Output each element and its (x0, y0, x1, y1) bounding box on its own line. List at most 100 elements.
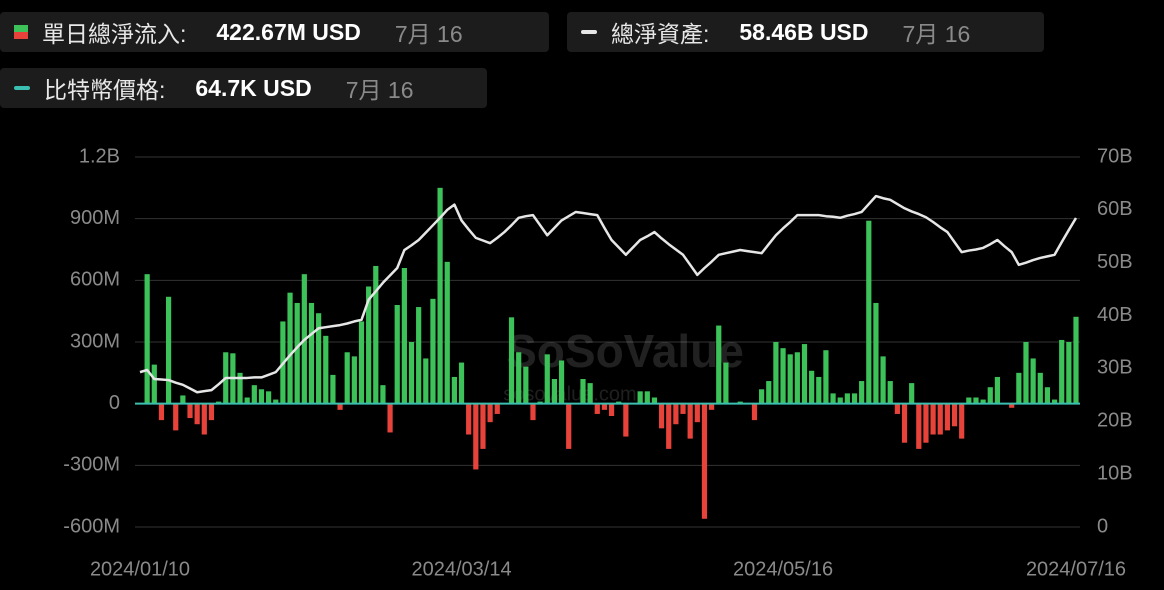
bar (480, 403, 486, 449)
bar (387, 403, 393, 433)
y2-tick-label: 40B (1097, 304, 1133, 326)
bar (523, 366, 529, 404)
bar (880, 356, 886, 404)
bar (215, 401, 222, 404)
x-tick-label: 2024/03/14 (411, 558, 511, 580)
bar (258, 389, 265, 404)
bar (623, 403, 629, 437)
bar (494, 403, 500, 414)
bar (909, 383, 915, 404)
bar (323, 335, 329, 404)
bar (794, 352, 800, 404)
legend-value: 64.7K USD (195, 74, 312, 101)
bar (358, 321, 365, 404)
bar (673, 403, 679, 425)
legend-icon (14, 86, 30, 90)
bar (416, 307, 422, 404)
bar (751, 403, 758, 421)
bar (165, 296, 172, 404)
bar (637, 391, 643, 404)
bar (1051, 399, 1058, 404)
bar (266, 391, 272, 404)
x-tick-label: 2024/01/10 (90, 558, 190, 580)
bar (966, 397, 972, 404)
watermark: SoSoValue (506, 325, 744, 377)
bar (1037, 372, 1043, 404)
bar (916, 403, 922, 449)
bar (601, 403, 608, 410)
bar (544, 354, 550, 404)
bar (780, 348, 786, 404)
bar (194, 403, 200, 425)
legend-date: 7月 16 (345, 77, 414, 103)
bar (930, 403, 936, 435)
bar (944, 403, 950, 431)
bar (816, 376, 822, 404)
bar (694, 403, 700, 423)
bar (644, 391, 650, 404)
bar (558, 360, 565, 404)
bar (208, 403, 215, 421)
bar (366, 286, 372, 404)
bar (987, 387, 993, 404)
bar (666, 403, 672, 449)
bar (801, 344, 808, 404)
bar (587, 383, 593, 404)
bar (187, 403, 193, 419)
y-tick-label: 300M (70, 330, 120, 352)
bar (173, 403, 179, 431)
bar (287, 292, 293, 404)
bar (308, 302, 315, 404)
bar (823, 350, 829, 404)
bar (701, 403, 708, 519)
watermark-url: sosovalue.com (503, 383, 636, 405)
bar (408, 342, 415, 404)
bar (716, 325, 722, 404)
legend-icon (581, 30, 597, 34)
y-tick-label: -300M (63, 454, 120, 476)
bar (709, 403, 715, 410)
bar (380, 385, 386, 404)
bar (951, 403, 958, 427)
bar (430, 298, 436, 404)
bar (516, 352, 522, 404)
legend-label: 單日總淨流入: (42, 21, 187, 47)
bar (1066, 342, 1072, 404)
bar (337, 403, 343, 410)
bar (144, 274, 150, 404)
y-tick-label: 600M (70, 269, 120, 291)
bar (723, 362, 729, 404)
bar (937, 403, 943, 435)
bar (737, 401, 743, 404)
bar (394, 305, 400, 404)
bar (373, 265, 379, 404)
bar (894, 403, 900, 414)
bar (866, 220, 872, 404)
bar (1073, 316, 1079, 404)
legend-item: 比特幣價格: 64.7K USD 7月 16 (0, 68, 487, 108)
bar (437, 187, 443, 404)
bar (1016, 372, 1022, 404)
y-tick-label: 1.2B (79, 145, 120, 167)
bar (594, 403, 600, 414)
legend-value: 422.67M USD (216, 18, 361, 45)
y2-tick-label: 20B (1097, 410, 1133, 432)
y2-tick-label: 10B (1097, 462, 1133, 484)
bar (580, 379, 586, 404)
bar (508, 317, 515, 404)
bar (859, 381, 865, 404)
bar (923, 403, 929, 443)
y-tick-label: 0 (109, 392, 120, 414)
y-tick-label: 900M (70, 207, 120, 229)
bar (273, 399, 279, 404)
bar (487, 403, 493, 423)
bar (458, 362, 465, 404)
bar (616, 401, 622, 404)
bar (530, 403, 536, 421)
line (139, 194, 1078, 394)
bar (244, 397, 250, 404)
bar (158, 403, 165, 421)
y-tick-label: -600M (63, 515, 120, 537)
legend-value: 58.46B USD (739, 18, 869, 45)
